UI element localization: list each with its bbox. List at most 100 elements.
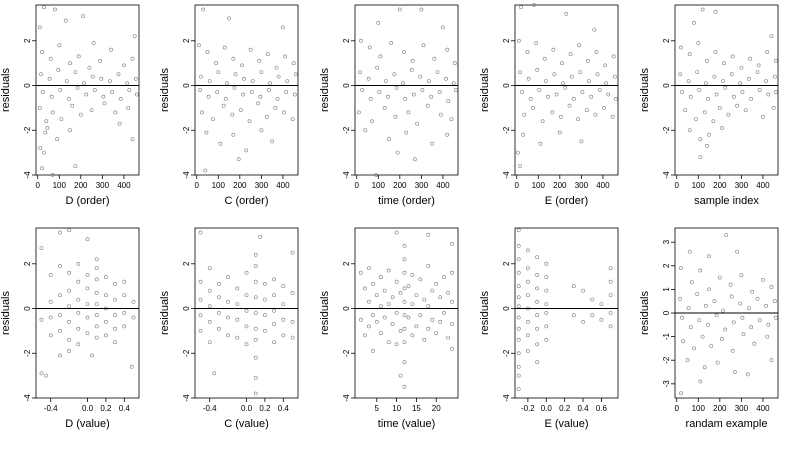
- data-point: [713, 9, 718, 14]
- data-point: [608, 293, 613, 298]
- x-tick-label: 300: [735, 181, 749, 190]
- data-point: [451, 81, 456, 86]
- data-point: [516, 257, 521, 262]
- data-point: [569, 74, 574, 79]
- data-point: [535, 299, 540, 304]
- data-point: [232, 85, 237, 90]
- data-point: [728, 282, 733, 287]
- data-point: [723, 327, 728, 332]
- data-point: [769, 34, 774, 39]
- data-point: [739, 273, 744, 278]
- data-point: [253, 391, 258, 396]
- x-tick-label: 100: [532, 181, 546, 190]
- data-point: [720, 337, 724, 341]
- data-point: [218, 141, 223, 146]
- data-point: [280, 25, 285, 30]
- data-point: [516, 270, 521, 275]
- x-tick-label: 300: [415, 181, 429, 190]
- data-point: [698, 155, 703, 160]
- plot-frame: [354, 227, 459, 399]
- y-tick-label: -4: [182, 171, 191, 179]
- x-axis-label: C (order): [224, 195, 268, 207]
- plot-frame: [35, 227, 140, 399]
- data-point: [560, 61, 564, 66]
- data-point: [426, 232, 431, 237]
- x-tick-label: -0.4: [44, 404, 58, 413]
- data-point: [58, 264, 62, 268]
- data-point: [712, 299, 717, 304]
- data-point: [681, 339, 686, 344]
- data-point: [426, 79, 431, 84]
- data-point: [87, 65, 92, 70]
- data-point: [748, 56, 752, 61]
- data-point: [544, 311, 549, 315]
- data-point: [692, 20, 696, 25]
- data-point: [764, 303, 769, 308]
- data-point: [546, 94, 550, 99]
- data-point: [567, 103, 572, 108]
- data-point: [518, 70, 522, 75]
- panel-9: -0.2 0.0 0.2 0.4 0.6 -4 -2 0 2 E (value) residuals: [479, 227, 619, 430]
- data-point: [723, 85, 728, 90]
- data-point: [538, 141, 543, 146]
- data-point: [67, 337, 72, 342]
- x-tick-label: 400: [756, 181, 770, 190]
- data-point: [133, 76, 138, 81]
- data-point: [233, 72, 238, 77]
- data-point: [544, 275, 549, 280]
- data-point: [406, 110, 411, 115]
- data-point: [253, 295, 258, 300]
- x-tick-label: 0.2: [259, 404, 271, 413]
- data-point: [516, 326, 521, 331]
- y-tick-label: -2: [23, 349, 32, 357]
- data-point: [516, 304, 521, 309]
- plot-frame: [354, 4, 459, 176]
- y-tick-label: 2: [662, 263, 671, 268]
- data-point: [544, 302, 549, 307]
- data-point: [587, 79, 591, 84]
- y-axis-label: residuals: [479, 67, 491, 112]
- data-point: [679, 266, 683, 271]
- data-point: [612, 74, 617, 79]
- data-point: [104, 319, 108, 324]
- y-tick-label: -2: [662, 356, 671, 364]
- data-point: [542, 56, 547, 61]
- x-tick-label: 300: [575, 181, 589, 190]
- data-point: [552, 72, 557, 77]
- x-axis-label: randam example: [686, 418, 768, 430]
- panel-4: 0 100 200 300 400 -4 -2 0 2 E (order) residuals: [479, 3, 619, 207]
- data-point: [67, 319, 72, 324]
- data-point: [94, 302, 99, 307]
- data-point: [745, 372, 750, 377]
- data-point: [715, 360, 720, 365]
- y-tick-label: 0: [23, 306, 32, 311]
- data-point: [216, 326, 221, 331]
- data-point: [207, 266, 212, 271]
- data-point: [264, 114, 269, 119]
- data-point: [244, 270, 249, 275]
- y-tick-label: -2: [502, 349, 511, 357]
- data-point: [58, 328, 62, 333]
- data-point: [370, 313, 375, 318]
- data-point: [544, 337, 549, 342]
- x-axis-label: E (value): [544, 418, 588, 430]
- data-point: [697, 318, 702, 323]
- data-point: [204, 130, 209, 135]
- x-tick-label: 0.4: [278, 404, 290, 413]
- data-point: [274, 65, 279, 70]
- data-point: [402, 326, 407, 331]
- data-point: [367, 45, 372, 50]
- data-point: [122, 311, 127, 315]
- data-point: [67, 270, 72, 275]
- x-tick-label: 300: [96, 181, 110, 190]
- data-point: [721, 79, 726, 84]
- data-point: [535, 342, 540, 347]
- data-point: [412, 157, 417, 162]
- plot-frame: [514, 227, 619, 399]
- data-point: [563, 85, 568, 90]
- data-point: [198, 88, 202, 92]
- data-point: [94, 335, 99, 340]
- x-tick-label: 400: [117, 181, 131, 190]
- data-point: [717, 275, 722, 280]
- data-point: [752, 341, 757, 346]
